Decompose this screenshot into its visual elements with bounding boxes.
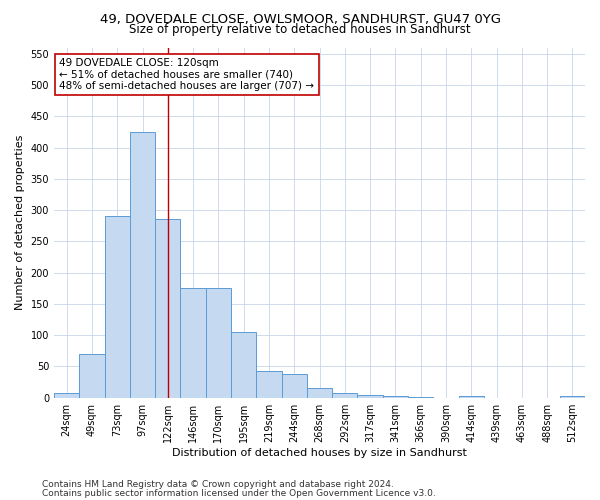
Y-axis label: Number of detached properties: Number of detached properties [15,135,25,310]
Bar [358,394,383,398]
Bar [332,392,358,398]
Bar [231,332,256,398]
Bar [256,371,281,398]
Bar [155,220,181,398]
Bar [130,132,155,398]
Bar [206,288,231,398]
Bar [458,396,484,398]
Text: Contains HM Land Registry data © Crown copyright and database right 2024.: Contains HM Land Registry data © Crown c… [42,480,394,489]
Bar [104,216,130,398]
Text: Contains public sector information licensed under the Open Government Licence v3: Contains public sector information licen… [42,488,436,498]
Text: Size of property relative to detached houses in Sandhurst: Size of property relative to detached ho… [129,22,471,36]
Text: 49 DOVEDALE CLOSE: 120sqm
← 51% of detached houses are smaller (740)
48% of semi: 49 DOVEDALE CLOSE: 120sqm ← 51% of detac… [59,58,314,91]
Bar [307,388,332,398]
Bar [383,396,408,398]
Text: 49, DOVEDALE CLOSE, OWLSMOOR, SANDHURST, GU47 0YG: 49, DOVEDALE CLOSE, OWLSMOOR, SANDHURST,… [100,12,500,26]
Bar [560,396,585,398]
Bar [281,374,307,398]
X-axis label: Distribution of detached houses by size in Sandhurst: Distribution of detached houses by size … [172,448,467,458]
Bar [408,397,433,398]
Bar [54,392,79,398]
Bar [79,354,104,398]
Bar [181,288,206,398]
